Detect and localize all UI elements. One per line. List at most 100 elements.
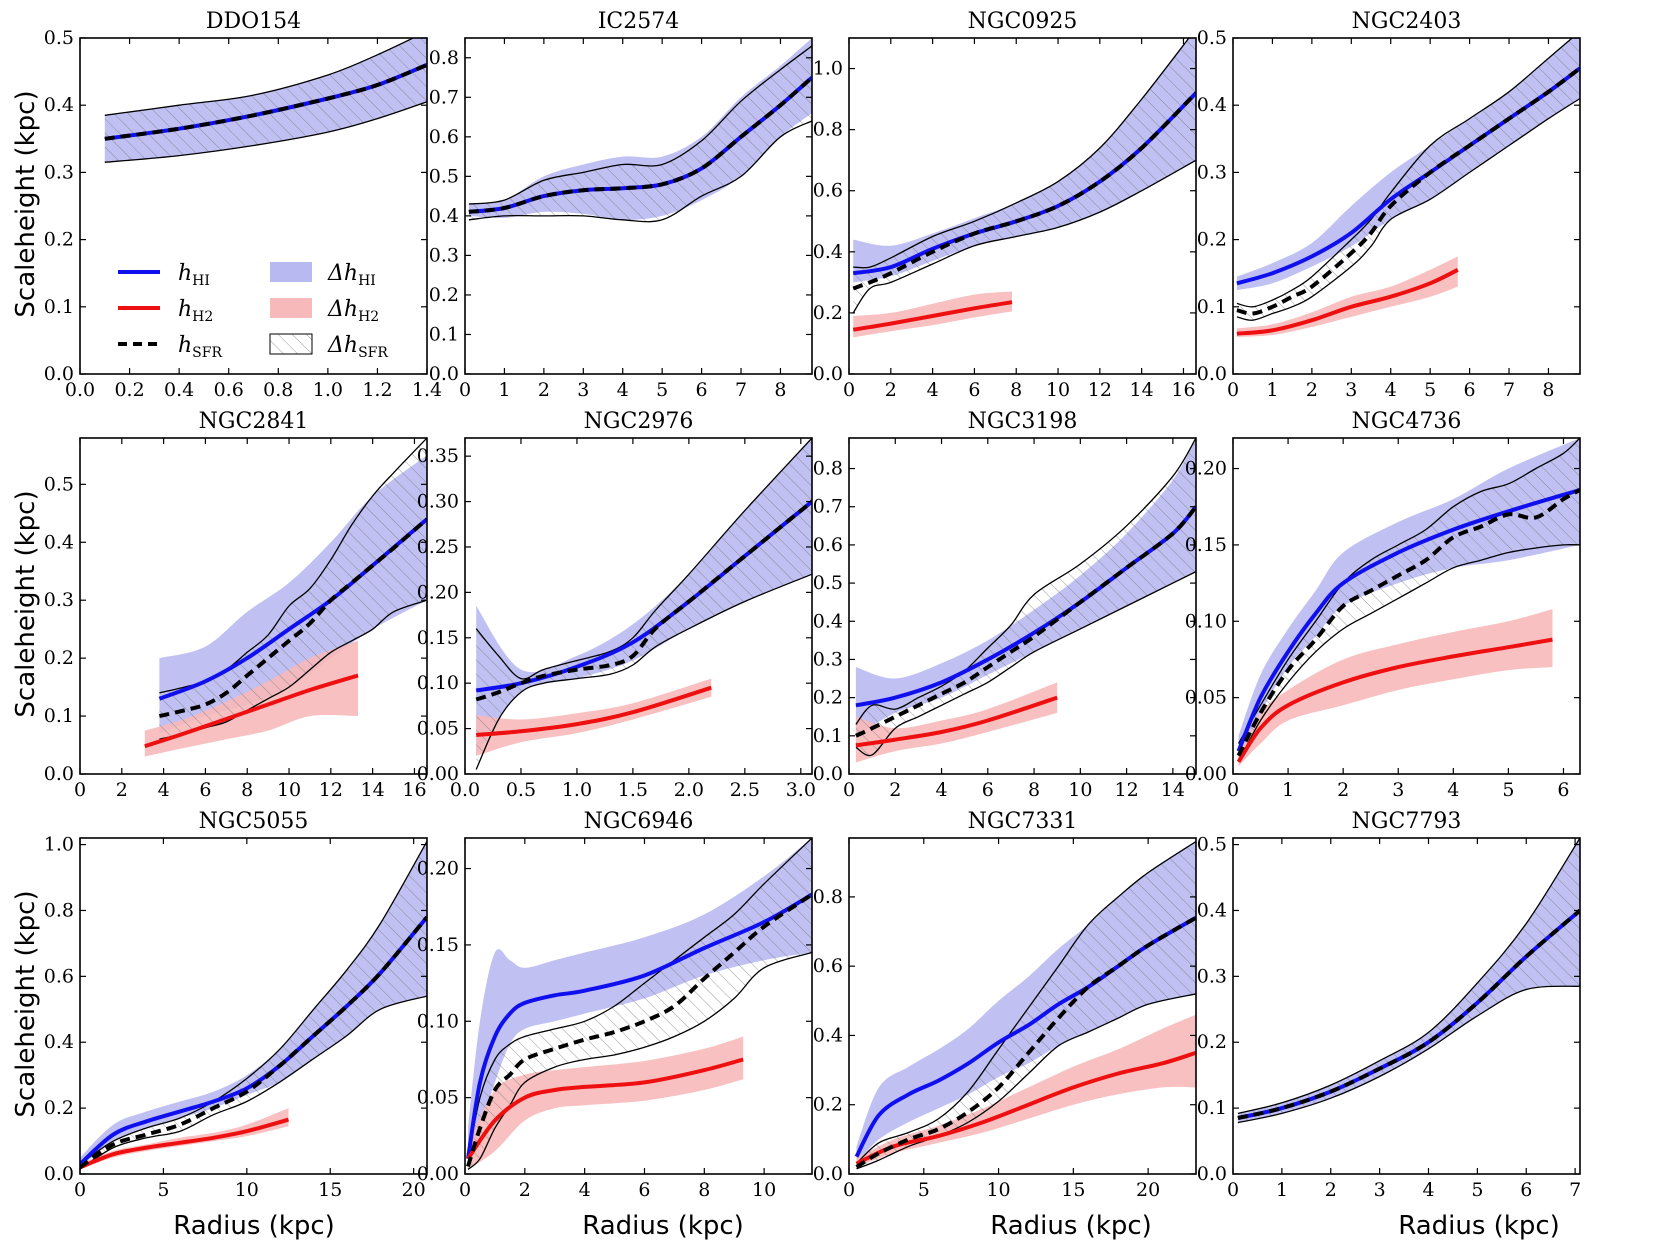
panel-ngc5055: NGC5055 0 5 10 15 20 0.0 0.2 0.4 0.6 0.8 1.0 [44, 809, 428, 1201]
xtick-label-ngc6946: 0 [459, 1179, 471, 1201]
xlabel-col-2: Radius (kpc) [582, 1211, 744, 1241]
ytick-label-ngc0925: 1.0 [813, 58, 843, 80]
xtick-label-ngc4736: 2 [1337, 779, 1349, 801]
xtick-label-ic2574: 8 [774, 379, 786, 401]
xtick-label-ngc2976: 2.5 [730, 779, 760, 801]
xtick-label-ngc7793: 2 [1325, 1179, 1337, 1201]
ytick-label-ngc0925: 0.8 [813, 119, 843, 141]
xtick-label-ngc4736: 4 [1447, 779, 1459, 801]
xtick-label-ngc7793: 1 [1276, 1179, 1288, 1201]
ytick-label-ngc3198: 0.0 [813, 763, 843, 785]
xtick-label-ngc2403: 2 [1306, 379, 1318, 401]
hi-band-ngc6946 [468, 838, 812, 1167]
xtick-label-ic2574: 4 [617, 379, 629, 401]
ytick-label-ngc3198: 0.4 [813, 610, 843, 632]
ytick-label-ic2574: 0.0 [429, 363, 459, 385]
xtick-label-ngc7331: 20 [1136, 1179, 1160, 1201]
sfr-line-ngc7331 [855, 915, 1196, 1169]
hi-line-ngc6946 [466, 892, 812, 1160]
xtick-label-ngc0925: 10 [1046, 379, 1070, 401]
legend-h2-label: hH2 [178, 297, 213, 325]
ytick-label-ngc2841: 0.1 [44, 705, 74, 727]
xtick-label-ngc6946: 10 [752, 1179, 776, 1201]
xtick-label-ddo154: 1.2 [362, 379, 392, 401]
ytick-label-ngc2976: 0.20 [417, 581, 459, 603]
xtick-label-ngc0925: 6 [968, 379, 980, 401]
sfr-line-ngc6946 [466, 892, 812, 1167]
h2-line-ngc6946 [466, 1057, 744, 1160]
xtick-label-ngc2976: 0.0 [450, 779, 480, 801]
panel-title-ngc0925: NGC0925 [968, 9, 1078, 34]
plot-area-ngc2976 [475, 438, 812, 770]
xtick-label-ngc7793: 7 [1569, 1179, 1581, 1201]
ytick-label-ngc0925: 0.4 [813, 241, 843, 263]
xtick-label-ic2574: 3 [577, 379, 589, 401]
xtick-label-ngc2403: 1 [1266, 379, 1278, 401]
ytick-label-ngc6946: 0.20 [417, 858, 459, 880]
h2-band-ngc5055 [80, 1108, 289, 1170]
ytick-label-ngc3198: 0.2 [813, 687, 843, 709]
panel-title-ngc2841: NGC2841 [199, 409, 309, 434]
ytick-label-ngc7793: 0.2 [1197, 1031, 1227, 1053]
ytick-label-ddo154: 0.5 [44, 27, 74, 49]
xtick-label-ngc5055: 15 [318, 1179, 342, 1201]
axes-frame-ngc4736 [1232, 437, 1581, 775]
ytick-label-ngc2403: 0.5 [1197, 27, 1227, 49]
sfr-band-lower-ngc4736 [1237, 544, 1580, 763]
xtick-label-ngc2403: 6 [1464, 379, 1476, 401]
sfr-band-upper-ngc0925 [853, 38, 1190, 269]
h2-line-ngc4736 [1236, 637, 1553, 763]
xtick-label-ngc3198: 10 [1068, 779, 1092, 801]
xtick-label-ngc6946: 4 [579, 1179, 591, 1201]
hi-line-ngc5055 [80, 915, 427, 1166]
sfr-band-lower-ngc2403 [1236, 97, 1580, 321]
plot-area-ic2574 [468, 38, 812, 223]
ytick-label-ngc2403: 0.1 [1197, 296, 1227, 318]
xlabel-col-4: Radius (kpc) [1398, 1211, 1560, 1241]
h2-band-ngc4736 [1238, 609, 1553, 767]
ytick-label-ngc3198: 0.7 [813, 496, 843, 518]
panel-title-ngc4736: NGC4736 [1352, 409, 1462, 434]
panel-title-ddo154: DDO154 [206, 9, 301, 34]
legend-dhi-swatch [270, 262, 312, 282]
panel-title-ngc7793: NGC7793 [1352, 809, 1462, 834]
xtick-label-ngc3198: 0 [843, 779, 855, 801]
xtick-label-ngc2841: 4 [158, 779, 170, 801]
xtick-label-ddo154: 1.0 [313, 379, 343, 401]
ytick-label-ngc2403: 0.4 [1197, 94, 1227, 116]
xtick-label-ngc0925: 4 [927, 379, 939, 401]
h2-line-ngc0925 [852, 300, 1013, 332]
ytick-label-ngc2976: 0.15 [417, 627, 459, 649]
axes-frame-ngc2403 [1232, 37, 1581, 375]
h2-line-ngc7331 [855, 1050, 1196, 1166]
hi-line-ngc2403 [1236, 66, 1580, 286]
plot-area-ngc2403 [1236, 38, 1580, 337]
xtick-label-ngc2976: 1.5 [618, 779, 648, 801]
xtick-label-ngc2841: 14 [361, 779, 385, 801]
plot-area-ngc2841 [144, 438, 427, 757]
ytick-label-ngc3198: 0.6 [813, 534, 843, 556]
ytick-label-ngc4736: 0.20 [1185, 458, 1227, 480]
sfr-band-upper-ic2574 [468, 45, 812, 205]
h2-line-ngc2976 [476, 685, 712, 737]
legend-dh2-swatch [270, 298, 312, 318]
xtick-label-ic2574: 0 [459, 379, 471, 401]
xtick-label-ngc0925: 2 [885, 379, 897, 401]
panel-ddo154: DDO154 0.0 0.2 0.4 0.6 0.8 1.0 1.2 1.4 0.0 0.1 0.2 0… [44, 9, 442, 401]
h2-band-ngc6946 [468, 1036, 744, 1170]
sfr-band-ngc5055 [80, 841, 427, 1170]
xtick-label-ngc3198: 4 [935, 779, 947, 801]
xtick-label-ngc2403: 3 [1345, 379, 1357, 401]
xtick-label-ngc5055: 10 [235, 1179, 259, 1201]
h2-line-ngc3198 [855, 695, 1058, 748]
ytick-label-ic2574: 0.3 [429, 244, 459, 266]
xtick-label-ngc2403: 8 [1542, 379, 1554, 401]
h2-line-ngc2403 [1236, 268, 1459, 336]
xtick-label-ngc2841: 10 [277, 779, 301, 801]
ytick-label-ngc2841: 0.4 [44, 531, 74, 553]
xtick-label-ngc7331: 0 [843, 1179, 855, 1201]
ytick-label-ngc5055: 0.4 [44, 1031, 74, 1053]
sfr-band-ngc2403 [1236, 38, 1580, 321]
ytick-label-ddo154: 0.1 [44, 296, 74, 318]
